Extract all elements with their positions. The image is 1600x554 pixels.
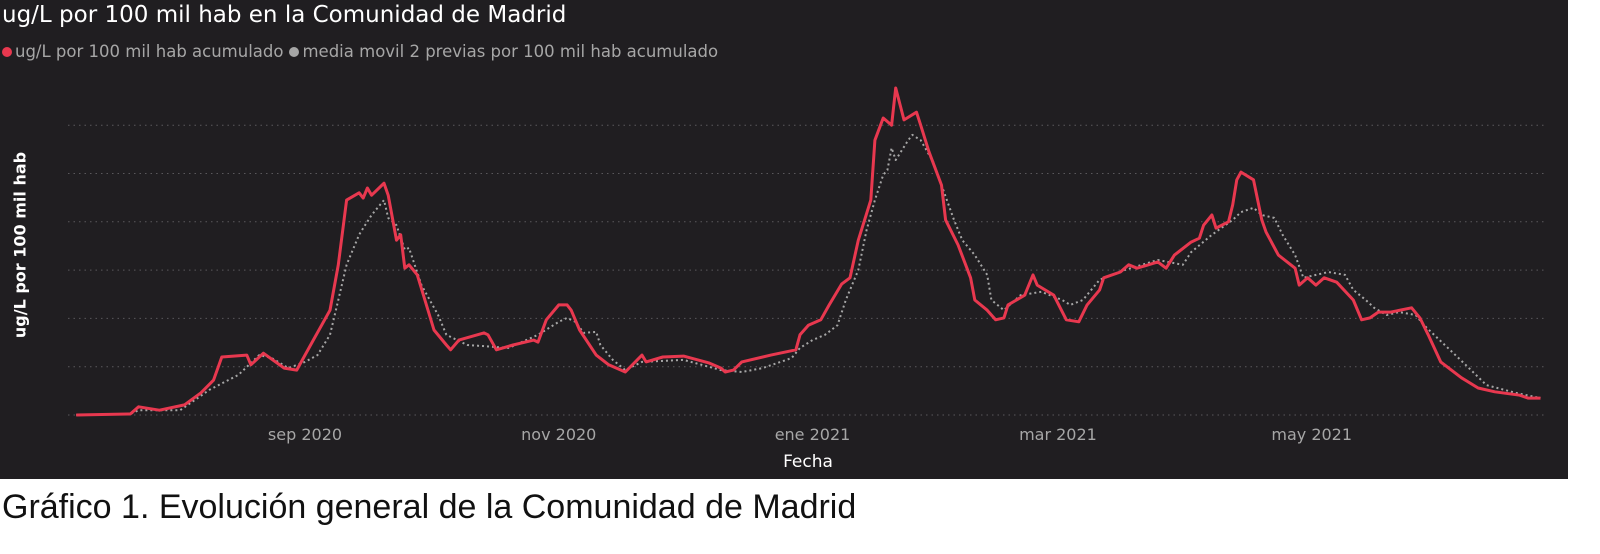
legend-label: ug/L por 100 mil hab acumulado bbox=[15, 42, 284, 61]
legend-item-series-1[interactable]: ug/L por 100 mil hab acumulado bbox=[2, 42, 283, 61]
legend-marker-red bbox=[2, 46, 12, 57]
y-axis-title: ug/L por 100 mil hab bbox=[10, 151, 30, 339]
chart-panel bbox=[0, 0, 1568, 479]
x-tick-label: nov 2020 bbox=[521, 425, 596, 444]
chart-title: ug/L por 100 mil hab en la Comunidad de … bbox=[2, 2, 567, 28]
series-line-media-movil[interactable] bbox=[76, 133, 1541, 416]
x-tick-label: mar 2021 bbox=[1019, 425, 1097, 444]
legend-marker-gray bbox=[289, 46, 300, 57]
x-tick-label: sep 2020 bbox=[268, 425, 342, 444]
plot-area: sep 2020 nov 2020 ene 2021 mar 2021 may 2021 bbox=[68, 86, 1545, 444]
x-axis-title: Fecha bbox=[783, 452, 833, 472]
series-line-ug-l-acumulado[interactable] bbox=[76, 86, 1541, 417]
legend-label: media movil 2 previas por 100 mil hab ac… bbox=[302, 42, 719, 61]
x-tick-label: ene 2021 bbox=[775, 425, 851, 444]
legend: ug/L por 100 mil hab acumulado media mov… bbox=[2, 42, 724, 61]
x-tick-label: may 2021 bbox=[1271, 425, 1352, 444]
legend-item-series-2[interactable]: media movil 2 previas por 100 mil hab ac… bbox=[289, 42, 718, 61]
figure-caption: Gráfico 1. Evolución general de la Comun… bbox=[2, 488, 857, 526]
